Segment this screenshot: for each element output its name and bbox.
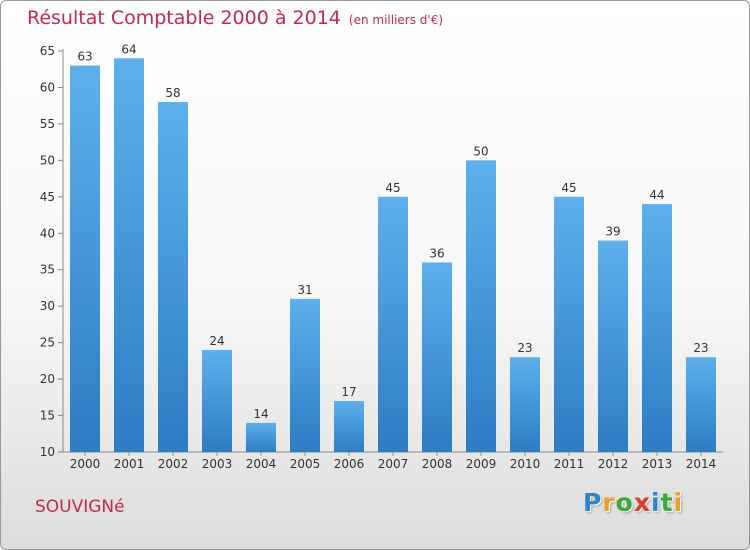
bar: [554, 196, 584, 452]
y-tick-label: 15: [40, 409, 55, 423]
x-tick-label: 2006: [334, 457, 365, 471]
logo-letter: x: [633, 488, 651, 517]
y-tick-label: 40: [40, 226, 55, 240]
y-tick-label: 50: [40, 153, 55, 167]
data-label: 58: [165, 86, 180, 100]
logo-letter: P: [583, 488, 603, 517]
x-tick-label: 2004: [246, 457, 277, 471]
bar: [70, 65, 100, 452]
y-tick-label: 45: [40, 190, 55, 204]
bar: [686, 357, 716, 452]
data-label: 24: [209, 334, 224, 348]
data-label: 64: [121, 42, 136, 56]
x-tick-label: 2001: [114, 457, 145, 471]
data-label: 39: [605, 225, 620, 239]
x-tick-label: 2011: [554, 457, 585, 471]
y-tick-label: 60: [40, 80, 55, 94]
x-tick-label: 2005: [290, 457, 321, 471]
y-tick-label: 30: [40, 299, 55, 313]
bar: [246, 422, 276, 452]
bar: [158, 102, 188, 452]
x-tick-label: 2002: [158, 457, 189, 471]
x-tick-label: 2003: [202, 457, 233, 471]
chart-subtitle: (en milliers d'€): [348, 13, 444, 27]
x-tick-label: 2000: [70, 457, 101, 471]
x-tick-label: 2012: [598, 457, 629, 471]
data-label: 31: [297, 283, 312, 297]
logo-letter: o: [615, 488, 634, 517]
y-tick-label: 20: [40, 372, 55, 386]
data-label: 23: [693, 341, 708, 355]
bar: [378, 196, 408, 452]
chart-title-text: Résultat Comptable 2000 à 2014: [27, 7, 341, 29]
y-tick-label: 10: [40, 445, 55, 459]
data-label: 63: [77, 50, 92, 64]
y-tick-label: 55: [40, 117, 55, 131]
y-tick-label: 35: [40, 263, 55, 277]
logo-letter: t: [660, 488, 674, 517]
x-tick-label: 2008: [422, 457, 453, 471]
logo-letter: i: [673, 488, 684, 517]
data-label: 17: [341, 385, 356, 399]
place-name: SOUVIGNé: [35, 497, 125, 517]
data-label: 23: [517, 341, 532, 355]
proxiti-logo: Proxiti: [583, 488, 683, 517]
data-label: 45: [561, 181, 576, 195]
logo-letter: r: [602, 488, 616, 517]
x-tick-label: 2009: [466, 457, 497, 471]
y-tick-label: 25: [40, 336, 55, 350]
bar: [334, 400, 364, 452]
bar: [510, 357, 540, 452]
x-tick-label: 2013: [642, 457, 673, 471]
data-label: 50: [473, 144, 488, 158]
bar: [466, 160, 496, 452]
x-tick-label: 2014: [686, 457, 717, 471]
data-label: 36: [429, 246, 444, 260]
bar: [642, 204, 672, 452]
x-tick-label: 2007: [378, 457, 409, 471]
data-label: 44: [649, 188, 664, 202]
data-label: 45: [385, 181, 400, 195]
bar: [290, 298, 320, 452]
x-tick-label: 2010: [510, 457, 541, 471]
bar: [598, 240, 628, 452]
data-label: 14: [253, 407, 268, 421]
logo-letter: i: [651, 488, 661, 517]
y-tick-label: 65: [40, 44, 55, 58]
bar: [202, 349, 232, 452]
bar: [422, 262, 452, 452]
bar: [114, 58, 144, 453]
chart-title: Résultat Comptable 2000 à 2014 (en millie…: [27, 7, 443, 29]
